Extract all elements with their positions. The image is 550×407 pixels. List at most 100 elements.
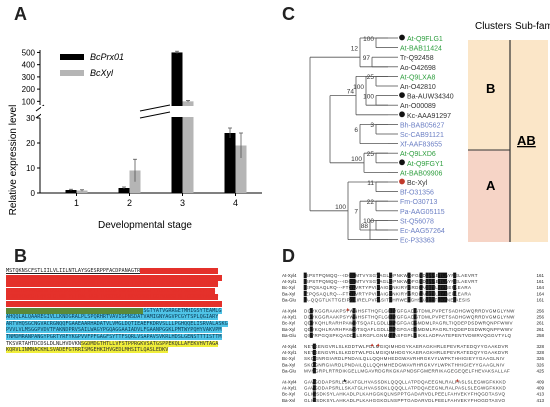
conserved-residue xyxy=(428,278,432,285)
sequence-line: ARTVHQSGCNGVACRGNQQFGAAEAARHADATVLVMGLDQ… xyxy=(6,320,268,328)
conserved-residue xyxy=(413,308,417,314)
bootstrap-value: 100 xyxy=(351,156,362,163)
conserved-residue xyxy=(444,272,448,278)
alignment-seq: IA-QQGTLKTTGEIPGLIRELPVFASITPHRWEFGHSVAE… xyxy=(304,297,470,302)
sequence-line: DFGASLEAIAGFSGTHAGSCWTSTLVPEALKAGDLDLVGT… xyxy=(6,307,268,315)
conserved-residue xyxy=(376,284,380,291)
y-tick-label: 20 xyxy=(26,139,35,148)
tree-leaf-label: Bh-BAB05627 xyxy=(400,122,444,129)
alignment-seq-name: Bc-Xyl xyxy=(282,285,295,290)
conserved-residue xyxy=(312,391,316,397)
bootstrap-value: 88 xyxy=(361,223,369,230)
conserved-residue xyxy=(425,284,429,291)
sequence-line: SDEPDHRSFCVCMYRHLPQWRNDPGVPNLPDRPTEKPLSV… xyxy=(6,300,268,308)
sequence-segment: TKSVRTAHTDCDSLDLNLHVDVKN xyxy=(6,340,81,347)
conserved-residue xyxy=(389,326,393,332)
conserved-residue xyxy=(352,284,356,291)
legend-label: BcPrx01 xyxy=(90,52,124,62)
sequence-segment: SGDMDGTHTLLVFSTPPRGKVSATGSPPEKQLLAFEKVHV… xyxy=(80,340,219,347)
conserved-residue xyxy=(453,284,457,291)
sequence-segment: KQRVLINMNACKHLSVADEFGTRRISMGEHKIHVGEDLMH… xyxy=(6,347,169,354)
sequence-line: AHQQLALQAAREGIVLLKNDGRALPLSPQRHRTVAVIGPN… xyxy=(6,314,268,321)
conserved-residue xyxy=(389,314,393,320)
alignment-position: 256 xyxy=(536,315,544,320)
conserved-residue xyxy=(444,284,448,291)
tree-leaf-label: Ao-O42698 xyxy=(400,65,436,72)
conserved-residue xyxy=(389,320,393,326)
conserved-residue xyxy=(349,278,353,285)
bar-BcPrx01-stage-2 xyxy=(118,188,130,193)
conserved-residue xyxy=(312,379,316,385)
conserved-residue xyxy=(428,272,432,278)
sequence-segment: GHRRLRVVVNGKHFGGGSQADGGATLTLLFWHDGSEGHAG… xyxy=(6,287,216,294)
alignment-seq: DQYKGGRAAKPSYWNHSFTHQFLGRIVGFGADGTDMLPVP… xyxy=(304,315,515,320)
conserved-residue xyxy=(309,320,313,326)
conserved-residue xyxy=(376,297,380,303)
alignment-position: 261 xyxy=(536,321,544,326)
conserved-residue xyxy=(303,297,307,303)
sequence-line: IGRVVSDEARAMYNGGMAGLTYWSPNVNIFRDPRWGRGQE… xyxy=(6,281,268,288)
conserved-residue xyxy=(312,355,316,362)
alignment-seq: SKQGNRGIARDLPNDAILQLLQQHMHEDGWAVRHRGKVYL… xyxy=(304,356,505,361)
chart-x-axis-label: Developmental stage xyxy=(98,220,192,231)
sequence-segment: SDEPDHRSFCVCMYRHLPQWRNDPGVPNLPDRPTEKPLSV… xyxy=(6,300,222,307)
conserved-residue xyxy=(389,290,393,297)
panel-letter-c: C xyxy=(282,4,295,24)
phylogenetic-tree: Clusters Sub-families B A AB 10097122510… xyxy=(309,21,550,245)
conserved-residue xyxy=(312,368,316,374)
y-tick-label: 500 xyxy=(22,48,36,57)
bar-break-mark xyxy=(139,104,171,112)
cluster-b-label: B xyxy=(486,81,495,96)
sequence-segment: ARTVHQSGCNGVACRGNQQFGAAEAARHADATVLVMGLDQ… xyxy=(6,320,228,327)
conserved-residue xyxy=(428,290,432,297)
conserved-residue xyxy=(407,290,411,297)
alignment-seq: IEPQSAQLRQ---FTGLVRTYPVIAAIGPNKIRYGRDLAG… xyxy=(304,291,471,296)
alignment-seq-name: Bc-Xyl xyxy=(282,321,295,326)
panel-letter-d: D xyxy=(282,246,295,266)
alignment-position: 161 xyxy=(536,273,544,278)
y-tick-label: 0 xyxy=(31,189,36,198)
tree-leaf-label: At-Q9FLG1 xyxy=(407,36,443,43)
conserved-residue xyxy=(309,332,313,338)
conserved-residue xyxy=(349,272,353,278)
conserved-residue xyxy=(389,284,393,291)
black-marker-icon xyxy=(398,33,406,41)
panel-letter-b: B xyxy=(14,246,27,266)
bootstrap-value: 100 xyxy=(363,93,374,100)
conserved-residue xyxy=(352,278,356,285)
conserved-residue xyxy=(431,284,435,291)
alignment-seq-name: At-Xyl4 xyxy=(282,309,297,314)
sequence-line: PVVLVLMSGGPVDVTFAKNDPRVSAILWAGYPGQAGGAAI… xyxy=(6,327,268,334)
y-tick-label: 30 xyxy=(26,114,35,123)
conserved-residue xyxy=(392,308,396,314)
bar-BcXyl-stage-3 xyxy=(182,101,194,193)
conserved-residue xyxy=(349,290,353,297)
conserved-residue xyxy=(312,385,316,391)
conserved-residue xyxy=(312,397,316,403)
conserved-residue xyxy=(392,314,396,320)
sequence-segment: PVVLVLMSGGPVDVTFAKNDPRVSAILWAGYPGQAGGAAI… xyxy=(6,327,222,334)
conserved-residue xyxy=(352,314,356,320)
alignment-seq: GLIGSDKSYLAHKADLPLKAHGGKQLNSPPTGADARVDLP… xyxy=(304,398,506,402)
alignment-position: 413 xyxy=(536,392,544,397)
tree-leaf-label: Pa-AAG05115 xyxy=(400,209,445,216)
conserved-residue xyxy=(303,284,307,291)
alignment-position: 161 xyxy=(536,279,544,284)
sequence-line: MSTQKNSCFSTLIILVLIILNTLAYSGESRPPFACDPANA… xyxy=(6,268,268,275)
tree-leaf-label: An-O42810 xyxy=(400,84,436,91)
conserved-residue xyxy=(407,272,411,278)
conserved-residue xyxy=(425,290,429,297)
tree-leaf-label: Ec-AAG57264 xyxy=(400,228,445,235)
alignment-seq-name: At-Xyl1 xyxy=(282,350,297,355)
conserved-residue xyxy=(352,290,356,297)
conserved-residue xyxy=(312,349,316,356)
black-marker-icon xyxy=(398,110,406,118)
sequence-line: IEEKVGNLVNNAAGVPRLGIPKYEWWSEALHGVSNVGPGT… xyxy=(6,274,268,282)
conserved-residue xyxy=(309,326,313,332)
conserved-residue xyxy=(440,278,444,285)
tree-leaf-label: At-Q9FGY1 xyxy=(407,161,444,168)
sequence-line: SGNKVGWKGTEQVSEDTVNEYTERAFIAHTTVDCRGATER… xyxy=(6,294,268,301)
axis-break-gap xyxy=(41,106,263,117)
alignment-seq: QDYKQHLRARHPAWDTSQAFLGDLLSVGFGAGSMDMLPAG… xyxy=(304,327,513,332)
x-tick-label: 2 xyxy=(127,198,132,208)
